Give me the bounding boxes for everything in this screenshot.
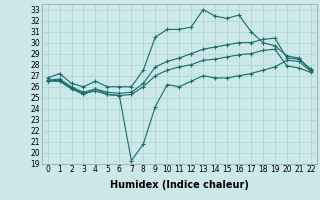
- X-axis label: Humidex (Indice chaleur): Humidex (Indice chaleur): [110, 180, 249, 190]
